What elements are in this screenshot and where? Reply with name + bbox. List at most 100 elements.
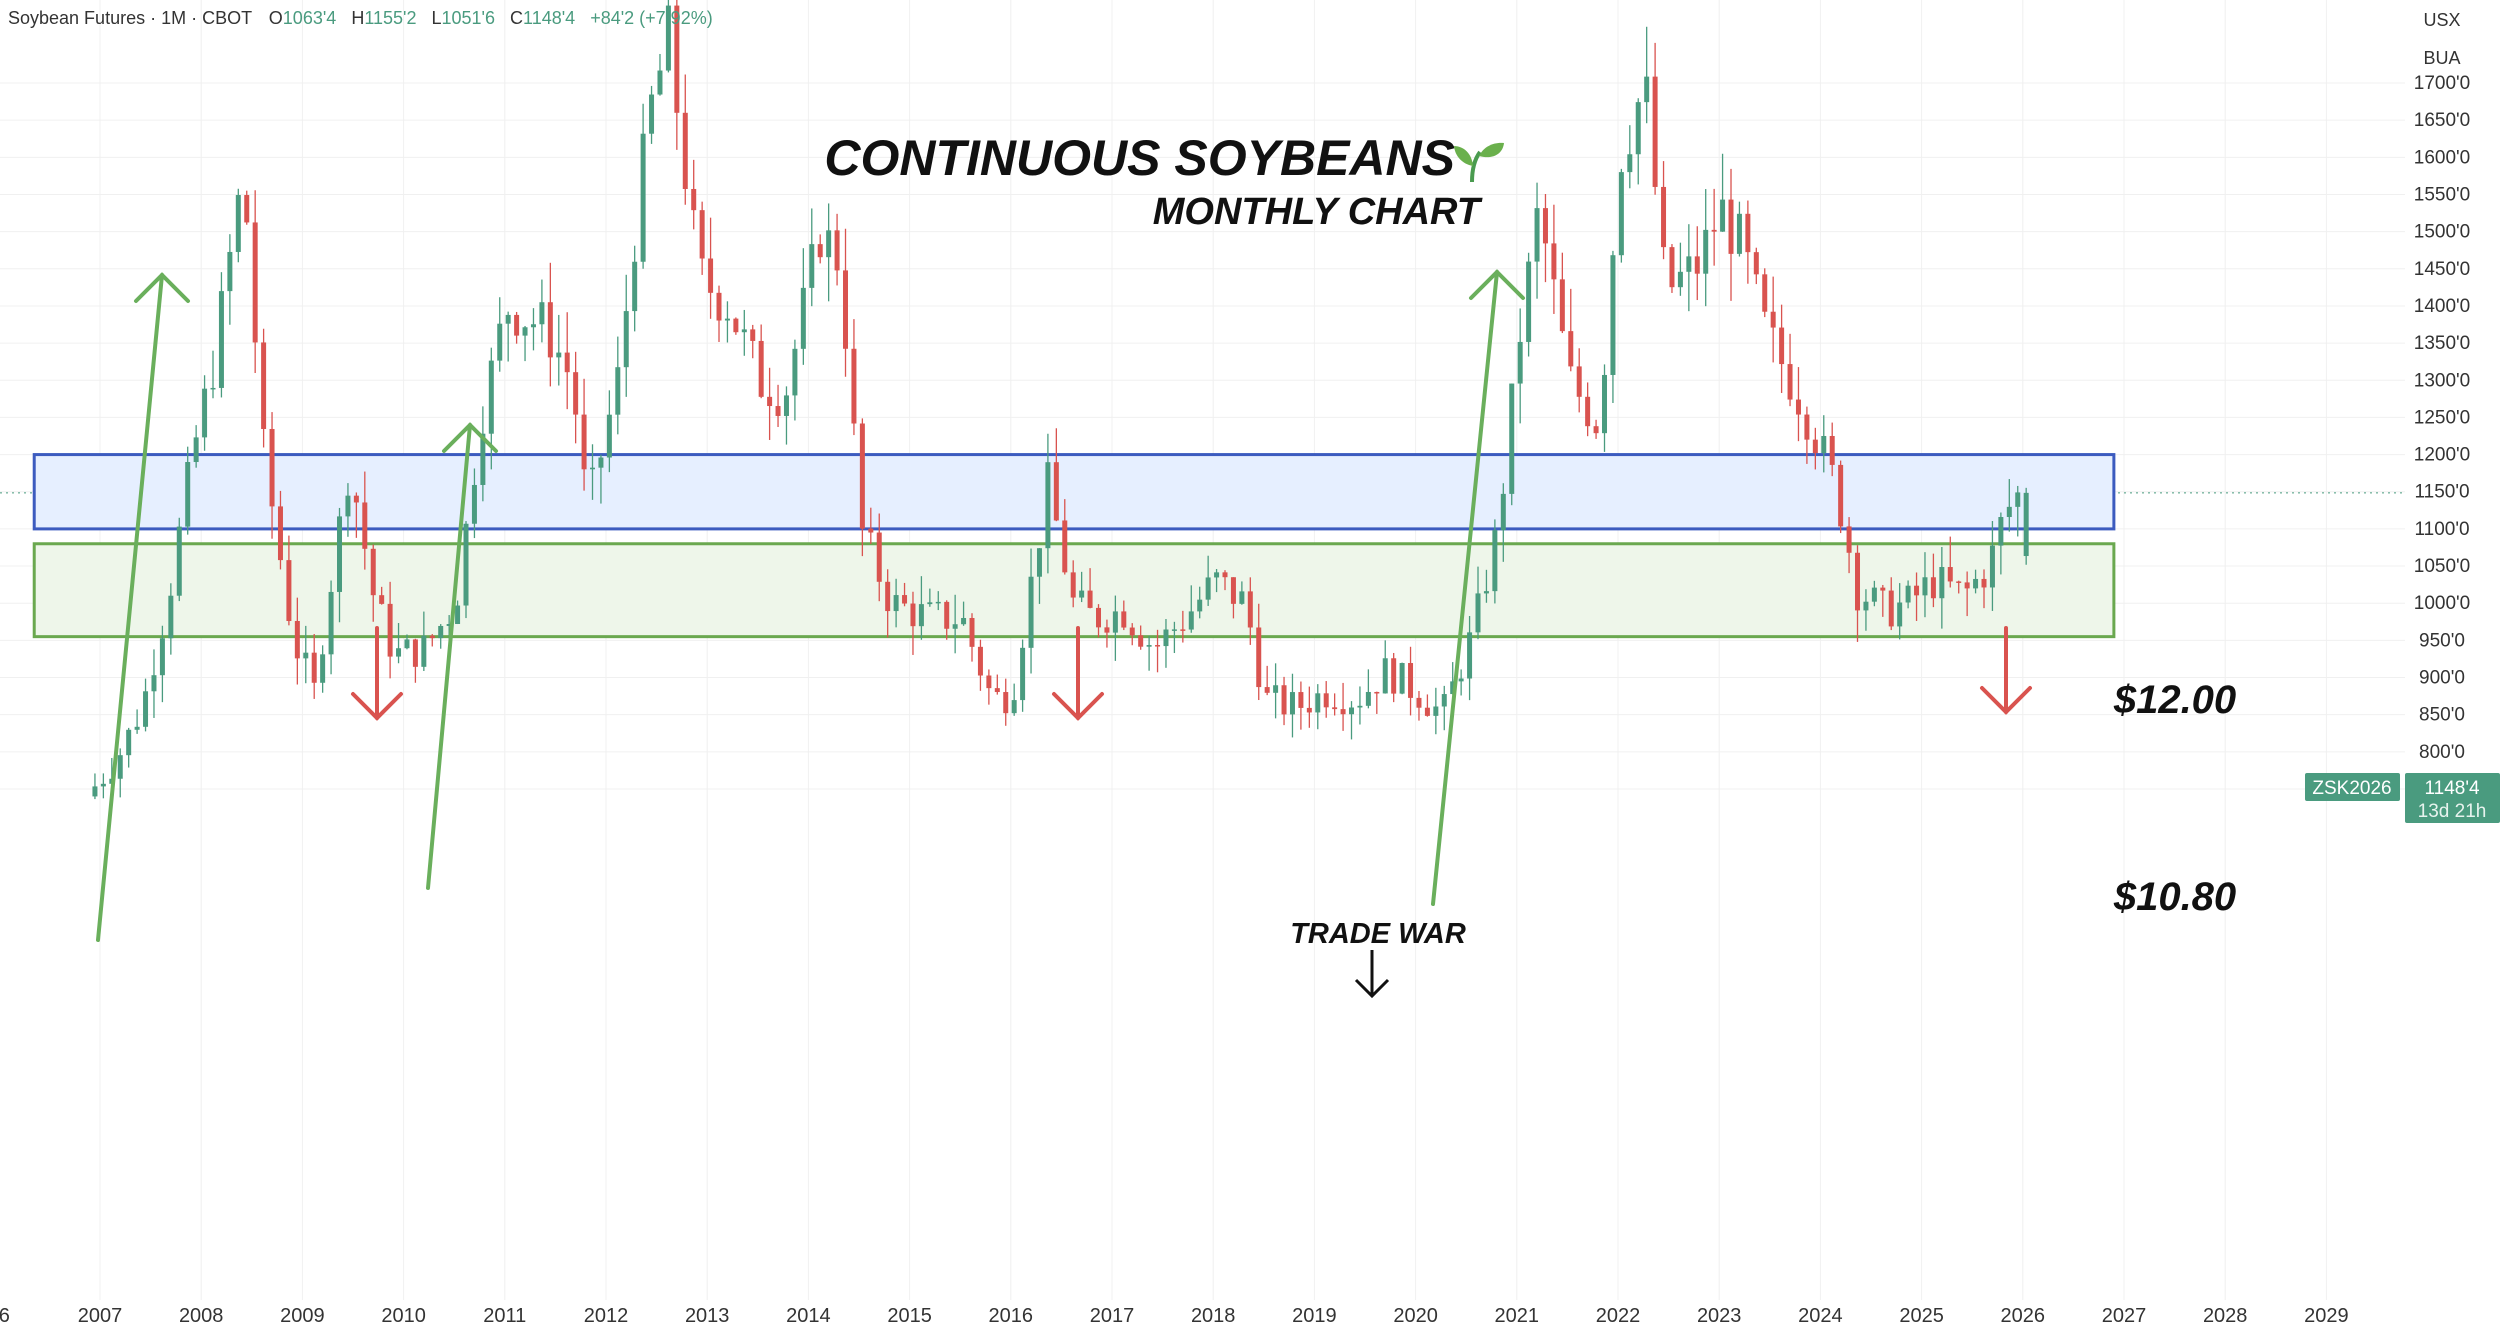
candle bbox=[893, 578, 899, 628]
candle bbox=[1273, 663, 1279, 719]
candle bbox=[1112, 595, 1118, 661]
zones bbox=[32, 453, 2116, 639]
candle bbox=[379, 586, 385, 605]
candle bbox=[1939, 546, 1945, 629]
candle bbox=[952, 594, 958, 654]
x-tick-label: 2013 bbox=[685, 1305, 730, 1327]
y-tick-label: 1200'0 bbox=[2414, 445, 2470, 466]
last-price-tag[interactable]: ZSK2026 1148'4 13d 21h bbox=[2305, 773, 2500, 823]
candle bbox=[1171, 621, 1177, 654]
candle bbox=[859, 418, 865, 557]
candle bbox=[809, 208, 815, 307]
candle bbox=[1888, 577, 1894, 631]
candle bbox=[1070, 560, 1076, 608]
candle bbox=[1728, 168, 1734, 301]
x-tick-label: 2017 bbox=[1090, 1305, 1135, 1327]
candle bbox=[606, 390, 612, 473]
candle bbox=[286, 535, 292, 626]
candle bbox=[1332, 693, 1338, 716]
candle bbox=[826, 203, 832, 302]
candle bbox=[851, 319, 857, 436]
x-tick-label: 2020 bbox=[1393, 1305, 1438, 1327]
x-tick-label: 2029 bbox=[2304, 1305, 2349, 1327]
candle bbox=[1593, 419, 1599, 439]
candle bbox=[362, 471, 368, 570]
candles bbox=[92, 0, 2029, 800]
candle bbox=[277, 490, 283, 570]
candle bbox=[1829, 422, 1835, 477]
candle bbox=[1306, 686, 1312, 728]
x-tick-label: 2018 bbox=[1191, 1305, 1236, 1327]
candle bbox=[1770, 276, 1776, 363]
candle bbox=[708, 217, 714, 319]
candle bbox=[1467, 616, 1473, 701]
candle bbox=[463, 521, 469, 619]
y-tick-label: 800'0 bbox=[2419, 742, 2465, 763]
candle bbox=[556, 314, 562, 386]
candle bbox=[1585, 382, 1591, 437]
candle bbox=[320, 645, 326, 693]
candle bbox=[185, 446, 191, 535]
candle bbox=[1433, 687, 1439, 735]
candle bbox=[1230, 577, 1236, 619]
candle bbox=[927, 588, 933, 607]
candle bbox=[1146, 635, 1152, 671]
time-axis[interactable]: 06 2007 2008 2009 2010 2011 2012 2013 2014 2015 20… bbox=[0, 1305, 2349, 1327]
candle bbox=[1897, 583, 1903, 640]
candle bbox=[733, 317, 739, 335]
candle bbox=[421, 611, 427, 671]
candle bbox=[977, 639, 983, 691]
candle bbox=[767, 367, 773, 440]
candle bbox=[1197, 586, 1203, 619]
candle bbox=[210, 350, 216, 399]
candle bbox=[741, 309, 747, 356]
candle bbox=[1509, 383, 1515, 506]
candle bbox=[1686, 224, 1692, 312]
y-tick-label: 1600'0 bbox=[2414, 147, 2470, 168]
price-axis[interactable]: 750'0800'0850'0900'0950'01000'01050'0110… bbox=[2414, 73, 2470, 800]
candle bbox=[1180, 610, 1186, 643]
x-tick-label: 2027 bbox=[2102, 1305, 2147, 1327]
close-label: C bbox=[510, 8, 523, 28]
candle bbox=[885, 569, 891, 638]
x-tick-label: 2022 bbox=[1596, 1305, 1641, 1327]
currency-label[interactable]: USX bbox=[2423, 10, 2460, 30]
candle bbox=[1357, 686, 1363, 725]
candle bbox=[1441, 685, 1447, 731]
ticker-badge: ZSK2026 bbox=[2312, 778, 2391, 799]
y-tick-label: 950'0 bbox=[2419, 630, 2465, 651]
candle bbox=[1003, 678, 1009, 726]
trade-war-label: TRADE WAR bbox=[1290, 918, 1466, 950]
chart-subtitle: MONTHLY CHART bbox=[1153, 191, 1483, 233]
candle bbox=[193, 425, 199, 468]
candle bbox=[1281, 676, 1287, 726]
symbol-title[interactable]: Soybean Futures · 1M · CBOT bbox=[8, 8, 252, 28]
candle bbox=[1542, 193, 1548, 283]
candle bbox=[581, 378, 587, 491]
candle bbox=[1492, 519, 1498, 604]
unit-label[interactable]: BUA bbox=[2423, 48, 2460, 68]
y-tick-label: 1450'0 bbox=[2414, 259, 2470, 280]
candle bbox=[834, 213, 840, 286]
candle bbox=[1053, 428, 1059, 522]
candle bbox=[1989, 521, 1995, 611]
candle bbox=[311, 634, 317, 699]
candle bbox=[1635, 98, 1641, 185]
candle bbox=[1256, 603, 1262, 701]
candle bbox=[514, 311, 520, 344]
candle bbox=[168, 583, 174, 655]
y-tick-label: 1250'0 bbox=[2414, 407, 2470, 428]
candle bbox=[1517, 308, 1523, 424]
candle bbox=[1045, 433, 1051, 574]
candle bbox=[1880, 584, 1886, 617]
candle bbox=[1349, 701, 1355, 740]
candle bbox=[1753, 247, 1759, 285]
candle bbox=[1703, 189, 1709, 307]
candle bbox=[1610, 250, 1616, 404]
candle bbox=[1846, 517, 1852, 574]
candle bbox=[868, 507, 874, 544]
candle bbox=[261, 328, 267, 448]
candle bbox=[1914, 572, 1920, 621]
low-value: 1051'6 bbox=[442, 8, 496, 28]
candle bbox=[750, 324, 756, 359]
